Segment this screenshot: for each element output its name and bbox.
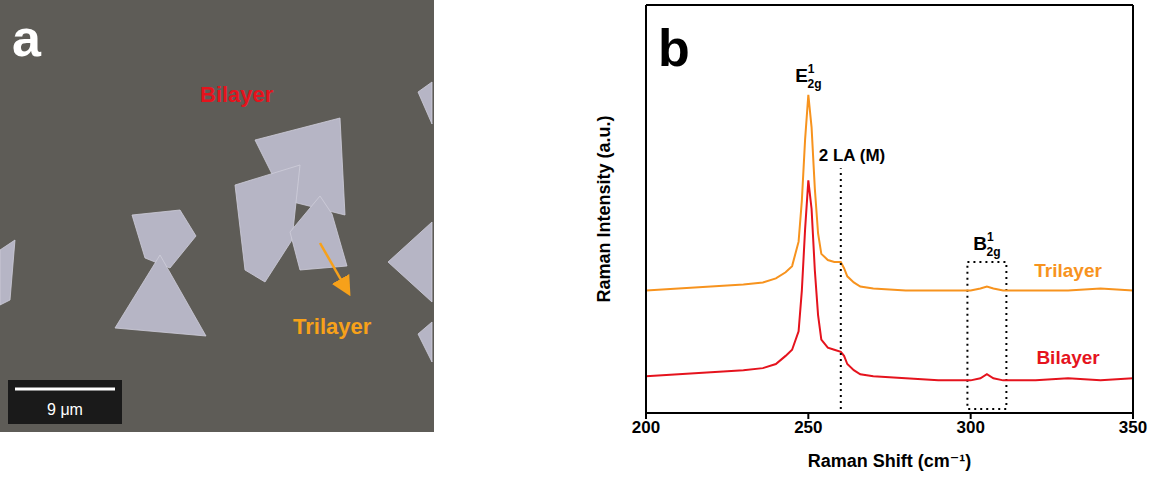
svg-text:2 LA (M): 2 LA (M) [819, 146, 885, 165]
svg-text:350: 350 [1119, 418, 1147, 437]
svg-text:200: 200 [632, 418, 660, 437]
svg-text:B12g: B12g [973, 230, 1000, 259]
svg-text:Trilayer: Trilayer [1034, 260, 1102, 281]
svg-text:9 μm: 9 μm [47, 401, 83, 418]
svg-text:E12g: E12g [795, 62, 821, 91]
html-text:b: b [658, 19, 690, 77]
svg-text:Bilayer: Bilayer [1036, 347, 1100, 368]
svg-text:a: a [12, 9, 42, 67]
svg-text:300: 300 [956, 418, 984, 437]
svg-text:Trilayer: Trilayer [293, 314, 372, 339]
svg-text:Raman Shift (cm⁻¹): Raman Shift (cm⁻¹) [808, 451, 972, 471]
svg-text:Bilayer: Bilayer [200, 82, 274, 107]
svg-text:250: 250 [794, 418, 822, 437]
svg-text:Raman Intensity (a.u.): Raman Intensity (a.u.) [594, 115, 614, 302]
